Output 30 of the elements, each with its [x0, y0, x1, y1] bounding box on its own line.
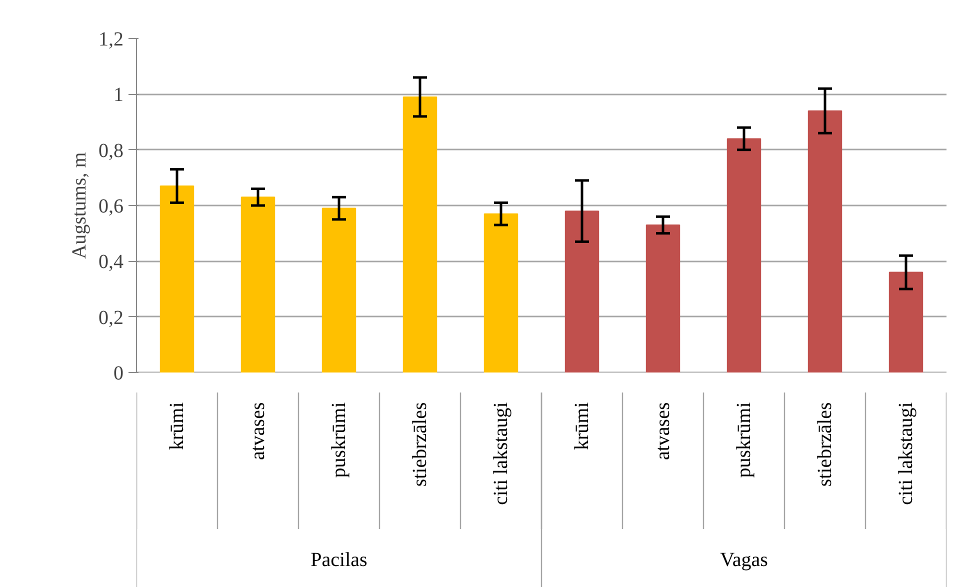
text: Pacilas	[310, 549, 368, 572]
x-tick-label: puskrūmi	[733, 402, 755, 478]
bar	[240, 196, 276, 372]
x-tick-label: citi lakstaugi	[895, 402, 917, 506]
bar	[160, 186, 194, 372]
y-tick-label: 1,2	[98, 28, 124, 50]
bar	[888, 272, 924, 372]
bar	[322, 208, 356, 372]
x-tick-label: puskrūmi	[328, 402, 350, 478]
x-tick-label: atvases	[652, 402, 674, 460]
x-tick-label: citi lakstaugi	[490, 402, 512, 506]
y-tick-label: 0,4	[98, 251, 124, 274]
x-tick-label: krūmi	[166, 402, 188, 450]
y-tick-label: 0,8	[98, 140, 124, 162]
y-tick-label: 0,6	[98, 196, 124, 218]
x-tick-label: krūmi	[571, 402, 593, 450]
text: Vagas	[720, 549, 768, 572]
y-tick-label: 0	[114, 362, 124, 384]
bar	[402, 96, 438, 372]
y-tick-label: 1	[114, 84, 124, 106]
bar	[484, 213, 518, 372]
y-tick-label: 0,2	[98, 306, 124, 329]
bar	[808, 110, 842, 372]
x-tick-label: stiebrzāles	[409, 402, 431, 487]
bar	[646, 224, 680, 372]
bar	[564, 210, 600, 372]
x-tick-label: atvases	[247, 402, 269, 460]
x-tick-label: stiebrzāles	[814, 402, 836, 487]
bar	[726, 138, 762, 372]
y-axis-title: Augstums, m	[68, 152, 90, 259]
